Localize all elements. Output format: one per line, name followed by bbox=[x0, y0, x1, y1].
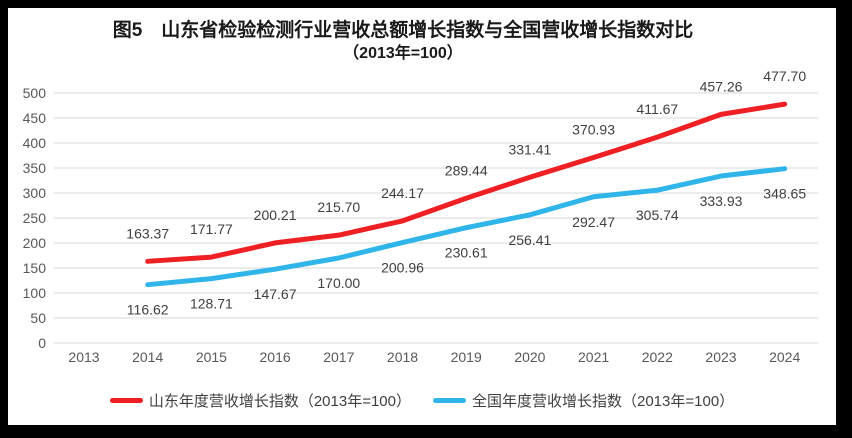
y-tick-label: 150 bbox=[23, 260, 47, 276]
data-label: 215.70 bbox=[317, 199, 360, 215]
data-label: 244.17 bbox=[381, 185, 424, 201]
legend-item-shandong: 山东年度营收增长指数（2013年=100） bbox=[109, 390, 411, 411]
y-tick-label: 450 bbox=[23, 110, 47, 126]
y-tick-label: 200 bbox=[23, 235, 47, 251]
data-label: 457.26 bbox=[700, 78, 743, 94]
x-tick-label: 2013 bbox=[68, 349, 99, 365]
data-label: 348.65 bbox=[763, 186, 806, 202]
data-label: 116.62 bbox=[127, 302, 169, 318]
x-tick-label: 2019 bbox=[451, 349, 482, 365]
y-tick-label: 400 bbox=[23, 135, 47, 151]
data-label: 289.44 bbox=[445, 162, 488, 178]
y-tick-label: 300 bbox=[23, 185, 47, 201]
data-label: 170.00 bbox=[317, 275, 360, 291]
data-label: 333.93 bbox=[700, 193, 743, 209]
series-line-1 bbox=[145, 166, 788, 288]
data-label: 163.37 bbox=[126, 225, 169, 241]
y-tick-label: 0 bbox=[38, 335, 46, 351]
legend-swatch-shandong bbox=[109, 397, 143, 403]
legend-label-national: 全国年度营收增长指数（2013年=100） bbox=[472, 392, 735, 410]
x-tick-label: 2014 bbox=[132, 349, 163, 365]
data-label: 305.74 bbox=[636, 207, 679, 223]
x-tick-label: 2018 bbox=[387, 349, 418, 365]
data-label: 477.70 bbox=[763, 68, 806, 84]
x-tick-label: 2022 bbox=[642, 349, 673, 365]
data-label: 200.21 bbox=[254, 207, 297, 223]
legend: 山东年度营收增长指数（2013年=100） 全国年度营收增长指数（2013年=1… bbox=[8, 389, 836, 411]
y-tick-label: 250 bbox=[23, 210, 47, 226]
y-tick-label: 500 bbox=[23, 85, 47, 101]
data-label: 411.67 bbox=[636, 101, 678, 117]
data-label: 200.96 bbox=[381, 260, 424, 276]
data-label: 147.67 bbox=[254, 286, 297, 302]
x-tick-label: 2016 bbox=[260, 349, 291, 365]
x-tick-label: 2015 bbox=[196, 349, 227, 365]
chart-title: 图5 山东省检验检测行业营收总额增长指数与全国营收增长指数对比 bbox=[112, 20, 694, 41]
x-tick-label: 2023 bbox=[705, 349, 736, 365]
x-tick-label: 2017 bbox=[323, 349, 354, 365]
data-label: 370.93 bbox=[572, 122, 615, 138]
x-tick-label: 2024 bbox=[769, 349, 800, 365]
data-label: 128.71 bbox=[190, 296, 233, 312]
legend-item-national: 全国年度营收增长指数（2013年=100） bbox=[433, 390, 734, 411]
chart-subtitle: （2013年=100） bbox=[343, 45, 463, 62]
y-tick-label: 350 bbox=[23, 160, 47, 176]
x-tick-label: 2020 bbox=[514, 349, 545, 365]
y-tick-label: 50 bbox=[30, 310, 46, 326]
legend-label-shandong: 山东年度营收增长指数（2013年=100） bbox=[148, 392, 411, 410]
y-tick-label: 100 bbox=[23, 285, 47, 301]
x-tick-label: 2021 bbox=[578, 349, 609, 365]
data-label: 331.41 bbox=[508, 141, 551, 157]
data-label: 256.41 bbox=[508, 232, 551, 248]
data-label: 230.61 bbox=[445, 245, 488, 261]
data-label: 171.77 bbox=[190, 221, 233, 237]
title-block: 图5 山东省检验检测行业营收总额增长指数与全国营收增长指数对比 （2013年=1… bbox=[8, 19, 798, 64]
legend-swatch-national bbox=[433, 397, 466, 403]
data-label: 292.47 bbox=[572, 214, 615, 230]
series-line-0 bbox=[145, 101, 788, 264]
